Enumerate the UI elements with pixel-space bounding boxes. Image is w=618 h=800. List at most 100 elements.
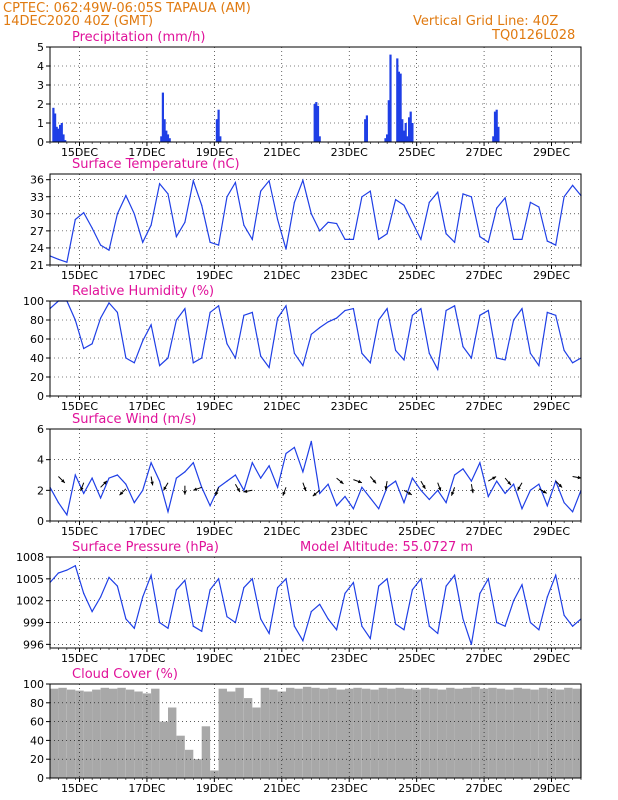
wind-vector-head xyxy=(470,489,475,494)
pres-data-point xyxy=(546,596,548,598)
plot-frame xyxy=(49,300,582,397)
pres-data-point xyxy=(243,587,245,589)
temp-xtick-label: 19DEC xyxy=(196,269,233,282)
pres-xtick-label: 27DEC xyxy=(466,652,503,665)
cloud-bar xyxy=(134,691,143,778)
wind-data-point xyxy=(411,477,413,479)
rh-data-point xyxy=(336,317,338,319)
wind-data-point xyxy=(403,502,405,504)
temp-data-point xyxy=(420,238,422,240)
temp-data-point xyxy=(91,227,93,229)
rh-data-point xyxy=(260,355,262,357)
cloud-xtick-label: 19DEC xyxy=(196,782,233,795)
rh-ytick-label: 100 xyxy=(23,295,44,308)
wind-data-point xyxy=(420,489,422,491)
rh-data-point xyxy=(167,357,169,359)
cloud-bar xyxy=(75,690,84,778)
temp-data-point xyxy=(361,196,363,198)
cloud-bar xyxy=(387,688,396,778)
rh-xtick-label: 15DEC xyxy=(61,400,98,413)
precip-bar xyxy=(62,134,65,142)
pres-data-point xyxy=(352,581,354,584)
wind-data-point xyxy=(546,505,548,507)
rh-xtick-label: 21DEC xyxy=(263,400,300,413)
rh-data-point xyxy=(563,349,565,351)
rh-ytick-label: 20 xyxy=(30,371,44,384)
cloud-bar xyxy=(277,691,286,778)
cloud-bar xyxy=(151,688,160,778)
cloud-ytick-label: 0 xyxy=(37,772,44,785)
rh-data-point xyxy=(159,365,161,367)
pres-data-point xyxy=(66,569,68,571)
cloud-bar xyxy=(58,687,67,778)
cloud-bar xyxy=(564,687,573,778)
cloud-bar xyxy=(522,688,531,778)
wind-data-point xyxy=(142,489,144,491)
wind-data-point xyxy=(470,480,472,482)
temp-data-point xyxy=(437,191,439,193)
cloud-bar xyxy=(446,687,455,778)
cloud-ytick-label: 40 xyxy=(30,734,44,747)
cloud-bar xyxy=(159,721,168,778)
wind-vector-head xyxy=(558,483,563,488)
wind-xtick-label: 15DEC xyxy=(61,525,98,538)
pres-ytick-label: 1008 xyxy=(16,551,44,564)
wind-vector-head xyxy=(517,486,521,491)
temp-data-point xyxy=(74,218,76,221)
cloud-bar xyxy=(100,687,109,778)
temp-xtick-label: 15DEC xyxy=(61,269,98,282)
cloud-bar xyxy=(555,689,565,778)
pres-data-point xyxy=(150,574,152,576)
temp-data-point xyxy=(167,193,169,195)
rh-ytick-label: 80 xyxy=(30,314,44,327)
cloud-bar xyxy=(547,688,556,778)
cloud-xtick-label: 15DEC xyxy=(61,782,98,795)
cloud-bar xyxy=(184,749,194,778)
pres-ytick-label: 996 xyxy=(23,638,44,651)
pres-data-point xyxy=(529,621,532,624)
pres-ytick-label: 999 xyxy=(23,617,44,630)
grid-line-note: Vertical Grid Line: 40Z xyxy=(413,14,559,29)
pres-xtick-label: 15DEC xyxy=(61,652,98,665)
temp-ytick-label: 30 xyxy=(30,208,44,221)
wind-vector-head xyxy=(163,486,167,491)
wind-data-point xyxy=(293,446,295,448)
rh-data-point xyxy=(437,368,439,370)
wind-data-point xyxy=(285,452,287,455)
plot-frame xyxy=(49,556,582,649)
rh-data-point xyxy=(91,343,93,345)
rh-data-point xyxy=(403,359,405,361)
rh-data-point xyxy=(487,309,489,312)
wind-vector-head xyxy=(507,481,511,485)
temp-data-point xyxy=(125,195,127,197)
wind-vector-head xyxy=(236,488,240,492)
cloud-xtick-label: 17DEC xyxy=(128,782,165,795)
station-header: CPTEC: 062:49W-06:05S TAPAUA (AM) xyxy=(3,1,251,16)
wind-data-point xyxy=(108,477,110,479)
wind-xtick-label: 25DEC xyxy=(398,525,435,538)
wind-xtick-label: 23DEC xyxy=(331,525,368,538)
precip-bar xyxy=(52,107,55,142)
rh-data-point xyxy=(445,309,447,312)
rh-xtick-label: 27DEC xyxy=(466,400,503,413)
wind-vector-head xyxy=(61,479,65,483)
temp-title: Surface Temperature (nC) xyxy=(72,157,240,172)
wind-data-point xyxy=(133,502,135,504)
precip-bar xyxy=(168,138,171,142)
precip-ytick-label: 1 xyxy=(37,117,44,130)
precip-xtick-label: 25DEC xyxy=(398,146,435,159)
pres-data-point xyxy=(175,589,177,591)
precip-bar xyxy=(387,100,390,142)
wind-data-point xyxy=(251,462,253,464)
wind-vector-head xyxy=(243,489,248,493)
wind-data-point xyxy=(437,489,439,491)
wind-data-point xyxy=(116,474,118,476)
wind-data-point xyxy=(302,471,304,473)
precip-ytick-label: 4 xyxy=(37,60,44,73)
rh-data-point xyxy=(150,324,152,326)
precip-bar xyxy=(386,134,389,142)
wind-xtick-label: 21DEC xyxy=(263,525,300,538)
rh-title: Relative Humidity (%) xyxy=(72,284,214,299)
wind-vector-head xyxy=(339,480,344,484)
